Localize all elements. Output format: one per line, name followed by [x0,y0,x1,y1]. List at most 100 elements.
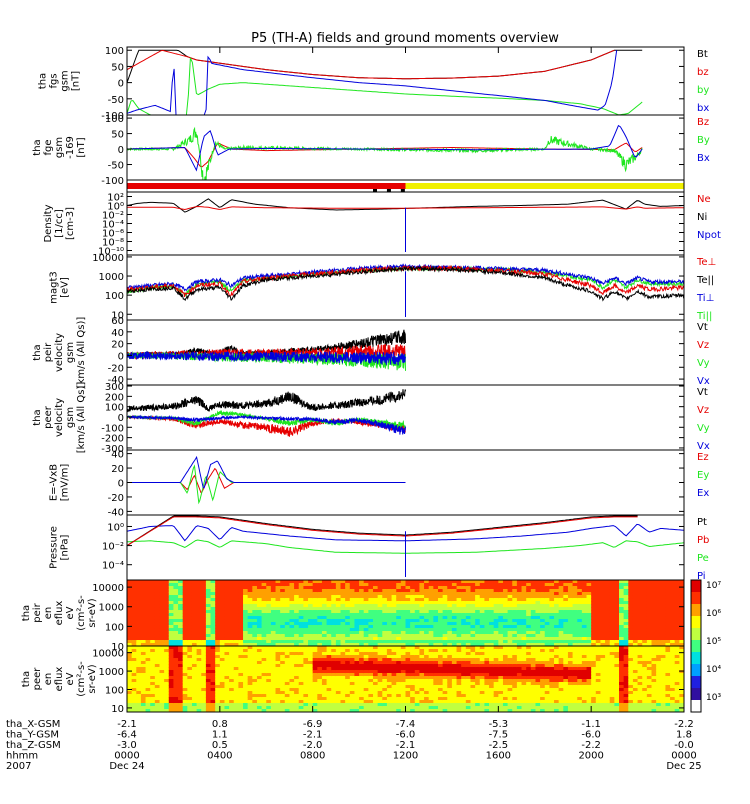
y-tick-label: 100 [105,291,124,302]
y-tick-label: 60 [111,316,124,327]
y-axis-label: [nPa] [60,534,71,560]
y-tick-label: -50 [108,95,124,106]
peer_v-series [127,389,406,437]
legend-entry: Te|| [696,275,714,286]
legend-entry: Vx [697,376,710,387]
y-axis-label: [eV] [60,277,71,298]
status-segment-1 [406,183,685,189]
legend-entry: By [697,135,710,146]
peir_spec-cells [127,580,685,647]
y-axis-label: peer [43,405,54,429]
y-tick-label: 0 [118,79,124,90]
legend-entry: Ne [697,194,711,205]
y-axis-label: sr-eV) [87,598,98,627]
y-axis-label: tha [21,605,32,621]
efield-series [127,457,406,502]
y-axis-label: [km/s (All Qs)] [76,317,87,389]
legend-entry: Ey [697,470,709,481]
y-axis-label: [1/cc] [54,209,65,238]
y-tick-label: 10000 [92,253,124,264]
y-tick-label: -20 [108,493,124,504]
fgs-series [127,50,642,115]
y-tick-label: 50 [111,62,124,73]
y-axis-label: gsm [65,342,76,363]
y-axis-label: magt3 [49,271,60,304]
y-axis-label: Density [43,204,54,242]
legend-entry: Te⊥ [696,257,716,268]
y-tick-label: 0 [118,351,124,362]
y-tick-label: 20 [111,340,124,351]
legend-entry: by [697,85,709,96]
legend-entry: bx [697,103,709,114]
legend-entry: Pe [697,553,709,564]
legend-entry: Pb [697,535,709,546]
series-line-Ey [127,466,406,503]
series-line-bx [127,50,617,115]
series-line-Ex [127,457,406,488]
density-series [127,199,684,252]
y-tick-label: 100 [105,622,124,633]
panel-frame-fgs [127,47,684,115]
y-tick-label: -40 [108,507,124,518]
y-axis-label: [cm-3] [65,207,76,240]
y-tick-label: 10⁻⁴ [102,561,124,572]
peer_spec-cells [127,646,685,713]
y-axis-label: [km/s (All Qs)] [76,382,87,454]
legend-entry: Vz [697,340,709,351]
y-axis-label: velocity [54,398,65,437]
series-line-Bx [127,126,642,171]
y-axis-label: [mV/m] [60,464,71,502]
pressure-series [127,516,684,577]
y-tick-label: -50 [108,161,124,172]
status-segment-0 [127,183,406,189]
legend-entry: Bz [697,117,709,128]
legend-entry: Vy [697,358,710,369]
y-tick-label: 1000 [99,603,124,614]
legend-entry: Pt [697,517,707,528]
y-axis-label: Pressure [49,526,60,569]
y-axis-label: eflux [54,601,65,626]
peir_v-series [127,330,406,371]
y-axis-label: gsm [65,407,76,428]
y-axis-label: E=-VxB [49,464,60,501]
legend-entry: Vt [697,322,708,333]
y-tick-label: 10⁰ [107,522,124,533]
y-tick-label: 100 [105,46,124,57]
y-axis-label: tha [32,409,43,425]
legend-entry: Vt [697,387,708,398]
series-line-bz [127,50,614,78]
legend-entry: Vx [697,441,710,452]
y-tick-label: 1000 [99,272,124,283]
legend-entry: Bt [697,49,708,60]
legend-entry: Vy [697,423,710,434]
chart-title: P5 (TH-A) fields and ground moments over… [251,31,559,46]
y-axis-label: fgs [49,73,60,88]
series-line-Bz [127,143,642,167]
legend-entry: Ti|| [696,311,712,322]
y-tick-label: 100 [105,114,124,125]
y-axis-label: gsm [54,137,65,158]
y-tick-label: 10⁻² [102,542,124,553]
y-axis-label: tha [38,73,49,89]
y-axis-label: velocity [54,333,65,372]
y-axis-label: [nT] [71,71,82,91]
legend-entry: bz [697,67,709,78]
y-axis-label: fge [43,139,54,155]
y-tick-label: 50 [111,130,124,141]
y-axis-label: peir [32,602,43,622]
y-axis-label: (cm²-s- [76,595,87,631]
legend-entry: Npot [697,230,721,241]
temps-series [127,265,684,317]
fge-series [127,126,642,188]
series-line-Ez [127,469,406,493]
legend-entry: Ni [697,212,707,223]
y-tick-label: 40 [111,450,124,461]
legend-entry: Ex [697,488,709,499]
y-tick-label: -20 [108,363,124,374]
y-axis-label: en [43,607,54,620]
y-axis-label: eV [65,606,76,619]
legend-entry: Bx [697,153,710,164]
